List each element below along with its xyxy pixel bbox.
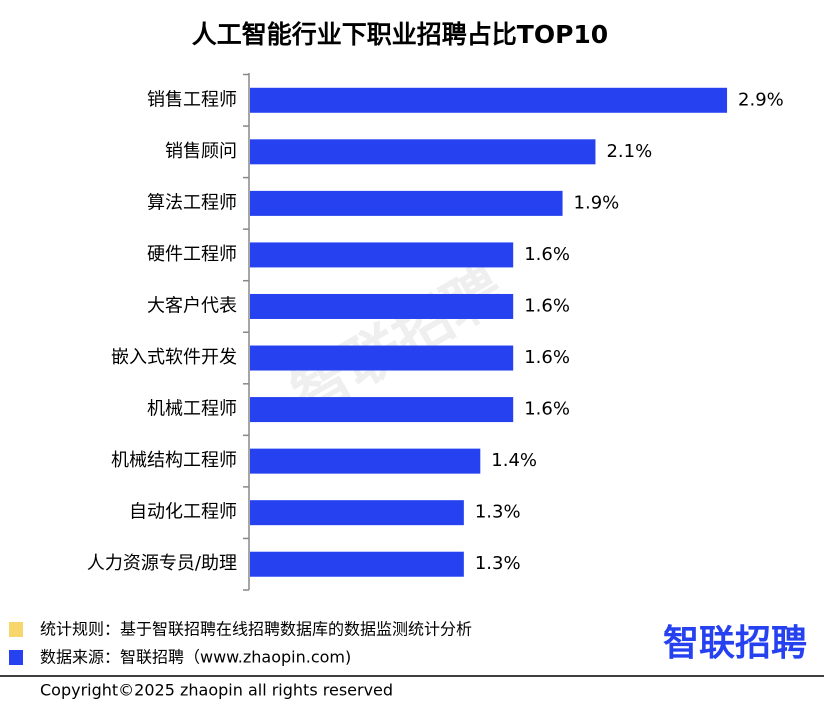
value-label: 1.3% [475,502,521,523]
category-label: 嵌入式软件开发 [111,347,237,368]
bar [250,500,464,526]
value-label: 1.6% [524,347,570,368]
chart-title: 人工智能行业下职业招聘占比TOP10 [192,20,608,49]
logo: 智联招聘 [663,623,807,664]
category-label: 算法工程师 [147,192,237,213]
bar [250,139,596,165]
category-label: 自动化工程师 [129,502,237,523]
value-label: 1.4% [491,450,537,471]
value-label: 1.6% [524,244,570,265]
bar [250,551,464,577]
category-label: 硬件工程师 [147,244,237,265]
bar [250,345,514,371]
category-label: 机械工程师 [147,399,237,420]
value-label: 1.6% [524,399,570,420]
note-text: 统计规则：基于智联招聘在线招聘数据库的数据监测统计分析 [40,620,472,639]
category-label: 机械结构工程师 [111,450,237,471]
category-label: 销售工程师 [147,89,237,110]
value-label: 1.3% [475,553,521,574]
bar [250,242,514,268]
bar [250,190,563,216]
category-label: 人力资源专员/助理 [87,553,237,574]
bar [250,397,514,423]
note-swatch [9,650,23,665]
note-swatch [9,622,23,637]
bar [250,87,728,113]
value-label: 1.9% [574,192,620,213]
category-label: 大客户代表 [147,295,237,316]
bar [250,293,514,319]
category-label: 销售顾问 [165,141,237,162]
bar [250,448,481,474]
copyright: Copyright©2025 zhaopin all rights reserv… [40,681,393,700]
value-label: 1.6% [524,295,570,316]
note-text: 数据来源：智联招聘（www.zhaopin.com) [40,648,351,667]
value-label: 2.9% [738,89,784,110]
value-label: 2.1% [606,141,652,162]
